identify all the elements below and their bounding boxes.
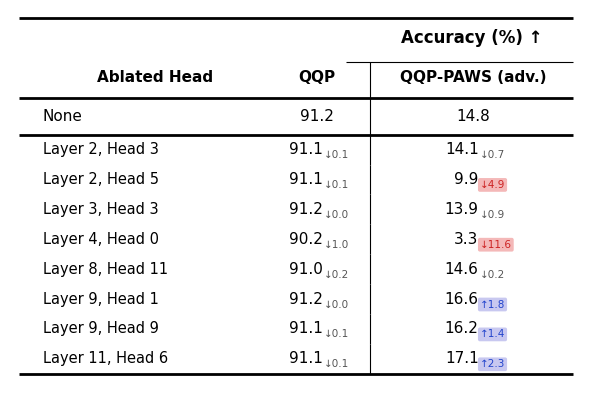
Text: 91.2: 91.2 <box>300 109 333 124</box>
Text: 14.8: 14.8 <box>456 109 490 124</box>
Text: ↓0.0: ↓0.0 <box>324 300 349 309</box>
Text: Layer 11, Head 6: Layer 11, Head 6 <box>43 352 168 367</box>
Text: ↓0.1: ↓0.1 <box>324 359 349 369</box>
Text: ↓0.1: ↓0.1 <box>324 180 349 190</box>
Text: Accuracy (%) ↑: Accuracy (%) ↑ <box>401 29 542 47</box>
Text: 91.1: 91.1 <box>289 321 323 336</box>
Text: Layer 9, Head 1: Layer 9, Head 1 <box>43 292 159 307</box>
Text: 13.9: 13.9 <box>445 202 479 217</box>
Text: QQP: QQP <box>298 70 335 85</box>
Text: ↓0.2: ↓0.2 <box>324 270 349 280</box>
Text: 91.2: 91.2 <box>289 202 323 217</box>
Text: 16.6: 16.6 <box>445 292 479 307</box>
Text: ↓0.0: ↓0.0 <box>324 210 349 220</box>
Text: ↑1.4: ↑1.4 <box>480 329 505 339</box>
Text: None: None <box>43 109 82 124</box>
Text: 14.6: 14.6 <box>445 262 479 277</box>
Text: QQP-PAWS (adv.): QQP-PAWS (adv.) <box>400 70 546 85</box>
Text: ↓0.9: ↓0.9 <box>480 210 505 220</box>
Text: ↓0.1: ↓0.1 <box>324 329 349 339</box>
Text: 91.1: 91.1 <box>289 142 323 157</box>
Text: 9.9: 9.9 <box>454 172 479 187</box>
Text: 16.2: 16.2 <box>445 321 479 336</box>
Text: 3.3: 3.3 <box>454 232 479 247</box>
Text: 91.1: 91.1 <box>289 352 323 367</box>
Text: Layer 9, Head 9: Layer 9, Head 9 <box>43 321 159 336</box>
Text: ↑2.3: ↑2.3 <box>480 359 505 369</box>
Text: Ablated Head: Ablated Head <box>96 70 213 85</box>
Text: ↓1.0: ↓1.0 <box>324 240 349 250</box>
Text: 14.1: 14.1 <box>445 142 479 157</box>
Text: 17.1: 17.1 <box>445 352 479 367</box>
Text: Layer 4, Head 0: Layer 4, Head 0 <box>43 232 159 247</box>
Text: ↓0.1: ↓0.1 <box>324 150 349 160</box>
Text: ↑1.8: ↑1.8 <box>480 300 505 309</box>
Text: Layer 8, Head 11: Layer 8, Head 11 <box>43 262 168 277</box>
Text: ↓0.7: ↓0.7 <box>480 150 505 160</box>
Text: 91.1: 91.1 <box>289 172 323 187</box>
Text: Layer 2, Head 5: Layer 2, Head 5 <box>43 172 159 187</box>
Text: ↓0.2: ↓0.2 <box>480 270 505 280</box>
Text: 91.0: 91.0 <box>289 262 323 277</box>
Text: ↓11.6: ↓11.6 <box>480 240 512 250</box>
Text: Layer 2, Head 3: Layer 2, Head 3 <box>43 142 159 157</box>
Text: 91.2: 91.2 <box>289 292 323 307</box>
Text: Layer 3, Head 3: Layer 3, Head 3 <box>43 202 158 217</box>
Text: ↓4.9: ↓4.9 <box>480 180 505 190</box>
Text: 90.2: 90.2 <box>289 232 323 247</box>
